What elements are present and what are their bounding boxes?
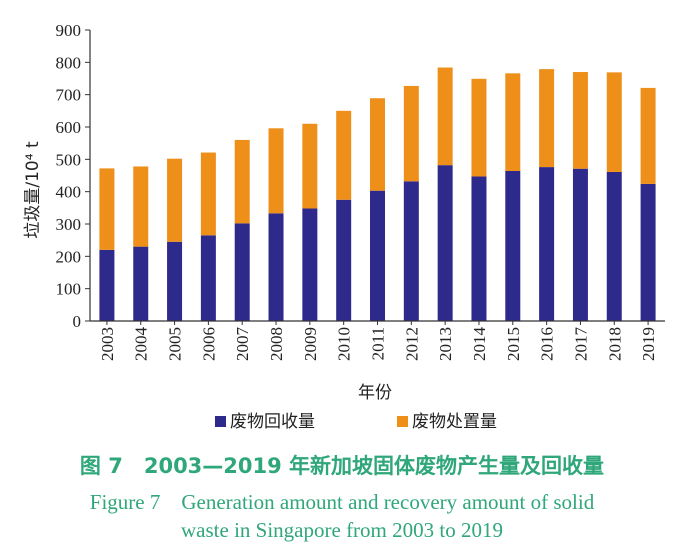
x-tick-label-2009: 2009 [301,327,320,361]
y-tick-label-0: 0 [73,312,82,331]
y-tick-label-600: 600 [56,118,82,137]
axes-layer [85,29,665,325]
y-tick-label-100: 100 [56,280,82,299]
legend-label-recovery: 废物回收量 [230,412,315,432]
bar-recovery-2015 [505,170,521,321]
y-tick-label-200: 200 [56,247,82,266]
x-tick-label-2007: 2007 [233,327,252,362]
y-tick-labels: 0 100 200 300 400 500 600 700 800 900 [56,21,82,331]
x-tick-label-2018: 2018 [605,327,624,361]
y-tick-label-700: 700 [56,86,82,105]
bar-recovery-2004 [133,246,149,321]
x-tick-label-2017: 2017 [571,327,590,362]
bar-recovery-2012 [403,181,419,321]
x-tick-label-2016: 2016 [538,327,557,361]
bar-disposal-2013 [437,67,453,166]
x-tick-label-2014: 2014 [470,327,489,362]
bar-disposal-2009 [302,123,318,209]
bar-disposal-2004 [133,166,149,247]
bar-recovery-2013 [437,165,453,321]
bar-disposal-2012 [403,85,419,182]
y-axis-title: 垃圾量/10⁴ t [23,141,43,239]
x-tick-label-2003: 2003 [98,327,117,361]
bar-disposal-2010 [336,110,352,200]
y-tick-label-500: 500 [56,150,82,169]
x-tick-label-2008: 2008 [267,327,286,361]
x-tick-label-2005: 2005 [166,327,185,361]
bar-recovery-2014 [471,176,487,321]
x-tick-label-2019: 2019 [639,327,658,361]
bar-disposal-2005 [167,158,183,242]
bar-recovery-2009 [302,208,318,321]
bar-recovery-2005 [167,241,183,321]
x-tick-label-2015: 2015 [504,327,523,361]
bar-disposal-2017 [572,72,588,169]
bar-disposal-2015 [505,73,521,171]
bar-disposal-2014 [471,78,487,177]
legend-swatch-recovery [215,416,226,427]
figure-caption-english-line-2: waste in Singapore from 2003 to 2019 [181,518,503,542]
bar-recovery-2008 [268,213,284,321]
bar-recovery-2006 [200,235,216,321]
bar-disposal-2003 [99,168,115,250]
y-tick-label-400: 400 [56,183,82,202]
bar-recovery-2019 [640,183,656,321]
bars-layer [99,67,656,321]
bar-recovery-2007 [234,223,250,321]
bar-recovery-2003 [99,249,115,321]
x-tick-label-2013: 2013 [436,327,455,361]
bar-recovery-2011 [370,190,385,321]
bar-recovery-2016 [539,167,555,321]
bar-disposal-2007 [234,139,250,224]
y-tick-label-900: 900 [56,21,82,40]
y-tick-label-800: 800 [56,53,82,72]
x-tick-label-2012: 2012 [402,327,421,361]
bar-recovery-2010 [336,199,352,321]
x-axis-title: 年份 [358,383,392,403]
x-tick-label-2010: 2010 [335,327,354,361]
figure-caption-chinese: 图 7 2003—2019 年新加坡固体废物产生量及回收量 [79,454,605,478]
bar-recovery-2017 [572,168,588,321]
bar-disposal-2016 [539,69,555,168]
x-tick-label-2006: 2006 [199,327,218,361]
x-tick-labels: 2003 2004 2005 2006 2007 2008 2009 2010 2011 2012… [98,327,658,362]
y-tick-label-300: 300 [56,215,82,234]
legend: 废物回收量 废物处置量 [215,412,497,432]
bar-disposal-2018 [606,72,622,172]
figure-caption-english-line-1: Figure 7 Generation amount and recovery … [89,490,595,514]
bar-disposal-2019 [640,87,656,184]
bar-recovery-2018 [606,171,622,321]
x-tick-label-2004: 2004 [132,327,151,362]
bar-disposal-2006 [200,152,216,236]
bar-disposal-2011 [370,98,385,191]
legend-label-disposal: 废物处置量 [412,412,497,432]
x-tick-label-2011: 2011 [369,327,388,360]
bar-disposal-2008 [268,128,284,214]
legend-swatch-disposal [397,416,408,427]
